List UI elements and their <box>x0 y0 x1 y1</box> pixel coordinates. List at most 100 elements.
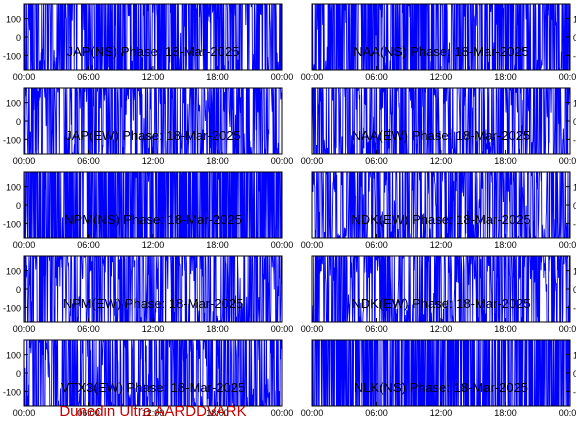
x-tick-label: 06:00 <box>365 240 388 250</box>
phase-trace <box>24 172 282 238</box>
phase-trace <box>312 172 570 238</box>
y-tick-label: 0 <box>573 33 576 43</box>
y-tick-label: 100 <box>6 267 21 277</box>
y-tick-label: -100 <box>573 51 576 61</box>
x-tick-label: 12:00 <box>142 324 165 334</box>
x-tick-label: 00:00 <box>271 156 294 166</box>
x-tick-label: 06:00 <box>77 408 100 418</box>
x-tick-label: 06:00 <box>365 408 388 418</box>
phase-panel-10: 100 0 -100 00:00 06:00 12:00 18:00 00:00 NLK(NS)… <box>301 339 576 418</box>
y-tick-label: -100 <box>573 135 576 145</box>
x-tick-label: 00:00 <box>271 240 294 250</box>
panel-title: NAA(EW) Phase: 18-Mar-2025 <box>352 128 530 143</box>
x-tick-label: 00:00 <box>301 408 324 418</box>
y-tick-label: 100 <box>6 183 21 193</box>
x-tick-label: 18:00 <box>494 324 517 334</box>
x-tick-label: 18:00 <box>206 324 229 334</box>
y-tick-label: -100 <box>573 303 576 313</box>
y-tick-label: 0 <box>573 201 576 211</box>
phase-trace <box>312 88 570 154</box>
x-tick-label: 00:00 <box>301 324 324 334</box>
x-tick-label: 12:00 <box>430 240 453 250</box>
y-tick-label: 100 <box>573 183 576 193</box>
x-tick-label: 00:00 <box>301 240 324 250</box>
x-tick-label: 00:00 <box>559 156 576 166</box>
x-tick-label: 18:00 <box>206 240 229 250</box>
y-tick-label: 0 <box>573 285 576 295</box>
y-tick-label: -100 <box>3 219 21 229</box>
x-tick-label: 06:00 <box>365 324 388 334</box>
x-tick-label: 00:00 <box>301 156 324 166</box>
x-tick-label: 12:00 <box>142 240 165 250</box>
x-tick-label: 12:00 <box>430 72 453 82</box>
phase-panel-5: 100 0 -100 00:00 06:00 12:00 18:00 00:00 NPM(NS)… <box>3 171 294 250</box>
x-tick-label: 00:00 <box>13 324 36 334</box>
phase-panel-9: 100 0 -100 00:00 06:00 12:00 18:00 00:00 VTX3(EW… <box>3 339 294 418</box>
phase-panel-7: 100 0 -100 00:00 06:00 12:00 18:00 00:00 NPM(EW)… <box>3 255 294 334</box>
footer-credit: Dunedin Ultra AARDDVARK <box>0 403 306 420</box>
phase-trace <box>24 4 282 70</box>
y-tick-label: 0 <box>16 285 21 295</box>
x-tick-label: 06:00 <box>77 156 100 166</box>
phase-trace <box>24 256 282 322</box>
panel-title: NPM(EW) Phase: 18-Mar-2025 <box>63 296 244 311</box>
y-tick-label: 0 <box>573 369 576 379</box>
x-tick-label: 12:00 <box>142 72 165 82</box>
x-tick-label: 06:00 <box>365 72 388 82</box>
footer-text: Dunedin Ultra AARDDVARK <box>59 403 247 420</box>
panel-title: NDK(EW) Phase: 18-Mar-2025 <box>351 212 530 227</box>
phase-panel-3: 100 0 -100 00:00 06:00 12:00 18:00 00:00 JAP(EW)… <box>3 87 294 166</box>
x-tick-label: 18:00 <box>494 408 517 418</box>
y-tick-label: -100 <box>3 135 21 145</box>
x-tick-label: 00:00 <box>271 324 294 334</box>
y-tick-label: -100 <box>573 387 576 397</box>
x-tick-label: 00:00 <box>301 72 324 82</box>
x-tick-label: 00:00 <box>13 156 36 166</box>
panel-title: VTX3(EW) Phase: 18-Mar-2025 <box>61 380 245 395</box>
y-tick-label: 100 <box>573 15 576 25</box>
panel-title: NPM(NS) Phase: 18-Mar-2025 <box>64 212 242 227</box>
y-tick-label: -100 <box>3 387 21 397</box>
x-tick-label: 18:00 <box>206 408 229 418</box>
panel-title: NAA(NS) Phase: 18-Mar-2025 <box>353 44 529 59</box>
phase-panel-2: 100 0 -100 00:00 06:00 12:00 18:00 00:00 NAA(NS)… <box>301 3 576 82</box>
x-tick-label: 00:00 <box>559 324 576 334</box>
x-tick-label: 12:00 <box>430 408 453 418</box>
y-tick-label: -100 <box>573 219 576 229</box>
x-tick-label: 18:00 <box>494 72 517 82</box>
phase-trace <box>312 340 570 406</box>
x-tick-label: 18:00 <box>494 240 517 250</box>
phase-panel-6: 100 0 -100 00:00 06:00 12:00 18:00 00:00 NDK(EW)… <box>301 171 576 250</box>
x-tick-label: 00:00 <box>13 408 36 418</box>
x-tick-label: 00:00 <box>271 72 294 82</box>
y-tick-label: 0 <box>573 117 576 127</box>
x-tick-label: 06:00 <box>77 72 100 82</box>
phase-trace <box>312 4 570 70</box>
x-tick-label: 00:00 <box>559 408 576 418</box>
phase-panel-1: 100 0 -100 00:00 06:00 12:00 18:00 00:00 JAP(NS)… <box>3 3 294 82</box>
x-tick-label: 18:00 <box>206 72 229 82</box>
x-tick-label: 12:00 <box>430 156 453 166</box>
y-tick-label: 0 <box>16 33 21 43</box>
x-tick-label: 00:00 <box>559 240 576 250</box>
x-tick-label: 06:00 <box>77 240 100 250</box>
y-tick-label: 0 <box>16 117 21 127</box>
x-tick-label: 18:00 <box>206 156 229 166</box>
phase-trace <box>312 256 570 322</box>
x-tick-label: 06:00 <box>77 324 100 334</box>
y-tick-label: -100 <box>3 303 21 313</box>
phase-panel-4: 100 0 -100 00:00 06:00 12:00 18:00 00:00 NAA(EW)… <box>301 87 576 166</box>
x-tick-label: 00:00 <box>13 72 36 82</box>
phase-trace <box>24 88 282 154</box>
x-tick-label: 00:00 <box>271 408 294 418</box>
panel-title: JAP(NS) Phase: 18-Mar-2025 <box>67 44 240 59</box>
x-tick-label: 12:00 <box>142 156 165 166</box>
panel-title: JAP(EW) Phase: 18-Mar-2025 <box>65 128 241 143</box>
y-tick-label: 100 <box>6 15 21 25</box>
y-tick-label: 0 <box>16 369 21 379</box>
x-tick-label: 00:00 <box>559 72 576 82</box>
x-tick-label: 06:00 <box>365 156 388 166</box>
phase-panel-8: 100 0 -100 00:00 06:00 12:00 18:00 00:00 NDK(EW)… <box>301 255 576 334</box>
panel-title: NDK(EW) Phase: 18-Mar-2025 <box>351 296 530 311</box>
